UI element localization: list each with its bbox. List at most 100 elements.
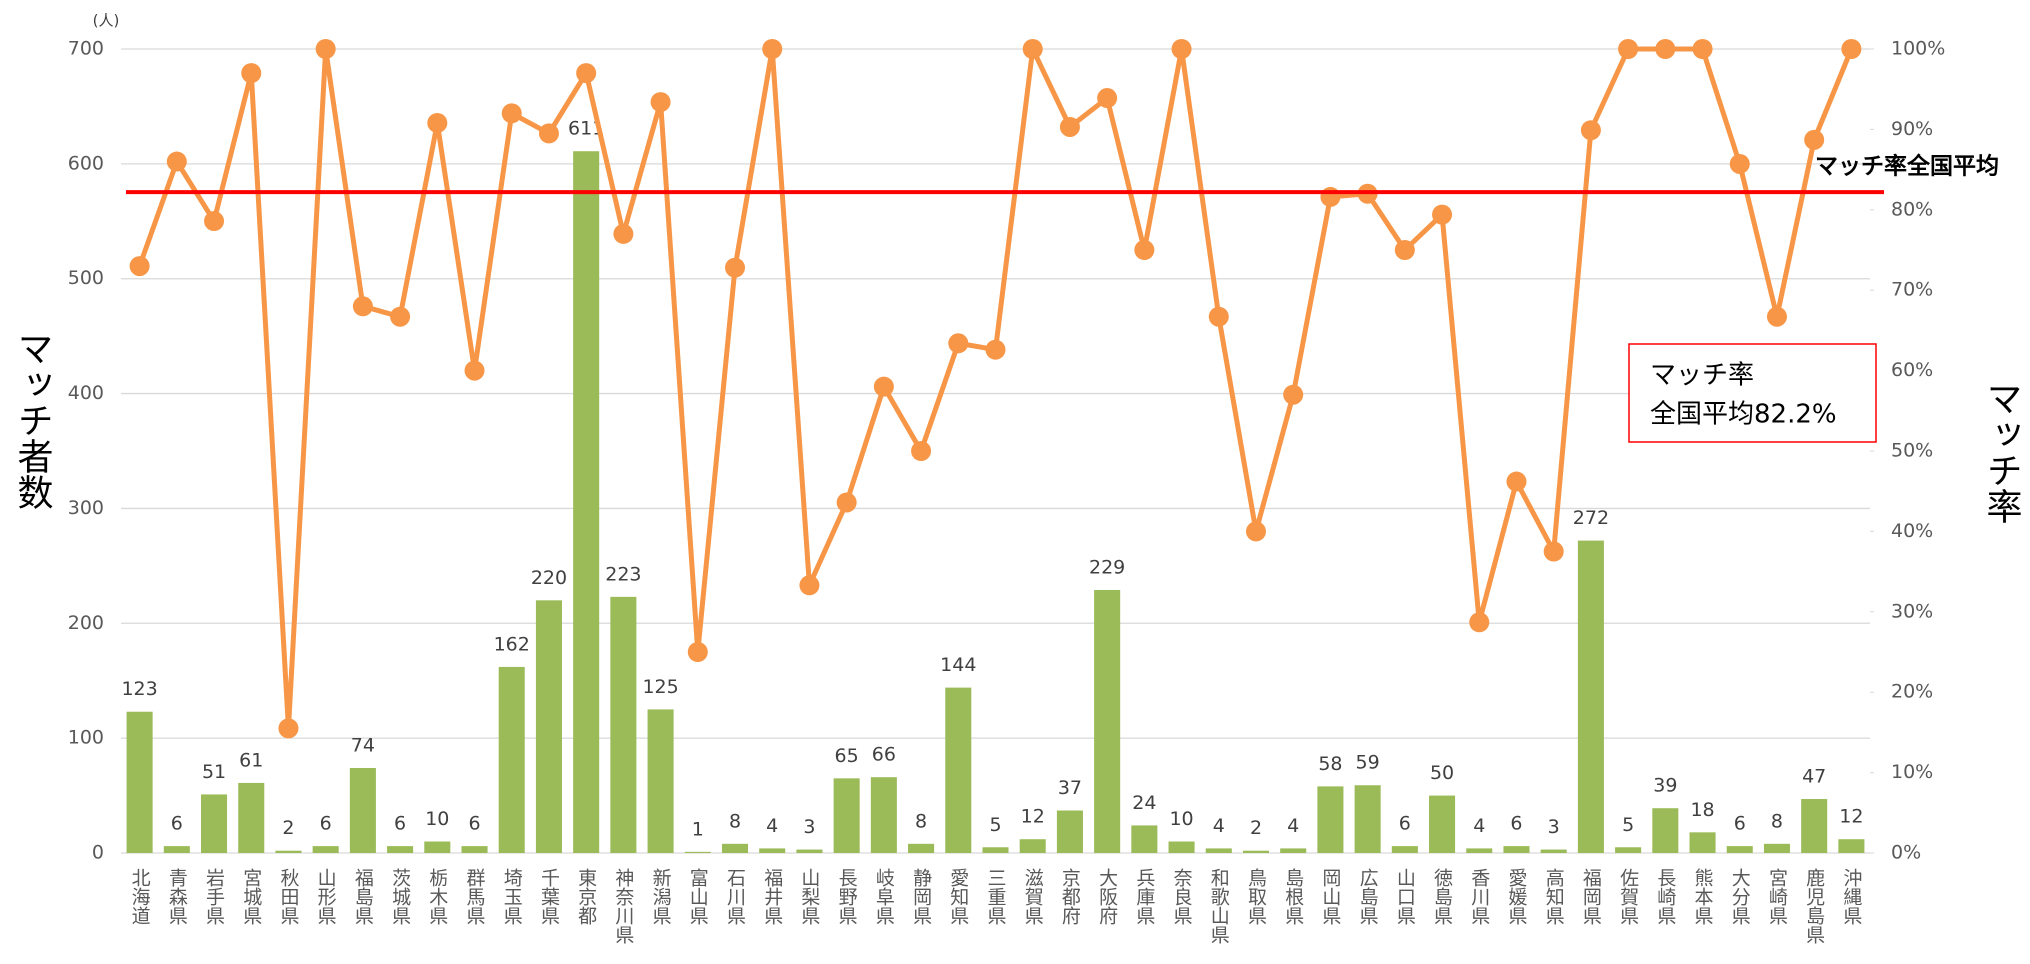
data-label: 8 (1771, 810, 1783, 832)
x-tick-label: 岩手県 (203, 868, 225, 925)
x-tick-label: 群馬県 (464, 868, 486, 925)
x-tick-label: 山口県 (1394, 868, 1416, 925)
bar (275, 850, 302, 853)
x-tick-label: 沖縄県 (1840, 868, 1862, 925)
x-tick-label: 大分県 (1729, 868, 1751, 925)
x-tick-label: 愛知県 (947, 868, 969, 925)
data-label: 1 (692, 818, 704, 840)
bar (982, 847, 1009, 853)
x-tick-label: 鳥取県 (1245, 868, 1267, 925)
data-label: 4 (1213, 815, 1225, 837)
y2-tick-label: 20% (1891, 681, 1933, 703)
data-label: 4 (1473, 815, 1485, 837)
line-marker (576, 63, 597, 84)
data-label: 5 (1622, 814, 1634, 836)
data-label: 6 (468, 813, 480, 835)
bar (1094, 589, 1121, 853)
y2-tick-label: 80% (1891, 198, 1933, 220)
x-tick-label: 兵庫県 (1133, 868, 1155, 925)
annotation-box (1628, 343, 1877, 443)
line-marker (911, 441, 932, 461)
data-label: 58 (1318, 753, 1342, 775)
line-marker (278, 718, 299, 739)
y-tick-label: 400 (68, 382, 104, 404)
x-tick-label: 三重県 (985, 868, 1007, 925)
line-marker (836, 492, 857, 513)
bar (610, 596, 637, 853)
bar (312, 846, 339, 853)
line-marker (613, 223, 634, 244)
x-tick-label: 福井県 (761, 868, 783, 925)
line-marker (1655, 39, 1676, 59)
x-tick-label: 奈良県 (1171, 868, 1193, 925)
data-label: 6 (171, 813, 183, 835)
bar (163, 846, 190, 853)
x-tick-label: 広島県 (1357, 868, 1379, 925)
data-label: 8 (729, 810, 741, 832)
y2-tick-label: 50% (1891, 440, 1933, 462)
data-label: 6 (1510, 813, 1522, 835)
y-tick-label: 700 (68, 38, 104, 60)
data-label: 12 (1021, 806, 1045, 828)
bar (387, 846, 414, 853)
line-marker (352, 296, 373, 317)
data-label: 6 (1734, 813, 1746, 835)
x-tick-label: 神奈川県 (612, 868, 634, 944)
line-marker (1692, 39, 1713, 59)
data-label: 66 (872, 744, 896, 766)
line-marker (1729, 153, 1750, 174)
data-label: 50 (1430, 762, 1454, 784)
bar (461, 846, 488, 853)
data-label: 125 (642, 676, 678, 698)
bar (1242, 850, 1270, 853)
x-tick-label: 滋賀県 (1022, 868, 1044, 925)
y-tick-label: 300 (68, 497, 104, 519)
line-marker (1171, 39, 1192, 59)
data-label: 51 (202, 761, 226, 783)
line-marker (873, 376, 894, 397)
line-marker (1618, 39, 1639, 59)
line-marker (129, 256, 150, 277)
line-marker (725, 257, 746, 278)
line-marker (204, 211, 225, 232)
data-label: 144 (940, 654, 976, 676)
x-tick-label: 愛媛県 (1505, 868, 1527, 925)
line-marker (1320, 186, 1341, 207)
x-tick-label: 長崎県 (1654, 868, 1676, 925)
line-marker (687, 642, 708, 662)
data-label: 10 (425, 808, 449, 830)
line-marker (1059, 116, 1080, 137)
line-marker (1208, 306, 1229, 327)
x-tick-label: 秋田県 (277, 868, 299, 925)
y2-tick-label: 10% (1891, 761, 1933, 783)
annotation-text: 全国平均82.2% (1650, 400, 1837, 430)
x-tick-label: 宮崎県 (1766, 868, 1788, 925)
bar (126, 711, 153, 853)
x-tick-label: 富山県 (687, 868, 709, 925)
data-label: 223 (605, 563, 641, 585)
line-marker (538, 123, 559, 144)
line-marker (1804, 129, 1825, 150)
line-marker (650, 92, 671, 113)
y2-tick-label: 40% (1891, 520, 1933, 542)
data-label: 162 (494, 633, 530, 655)
bar (1801, 799, 1828, 853)
x-tick-label: 岐阜県 (873, 868, 895, 925)
data-label: 10 (1169, 808, 1193, 830)
x-tick-label: 熊本県 (1692, 868, 1714, 925)
data-label: 18 (1690, 799, 1714, 821)
y2-tick-label: 30% (1891, 600, 1933, 622)
x-tick-label: 青森県 (166, 868, 188, 925)
x-tick-label: 東京都 (575, 868, 597, 925)
bar (721, 843, 749, 853)
data-label: 4 (1287, 815, 1299, 837)
data-label: 12 (1839, 806, 1863, 828)
line-marker (799, 575, 820, 596)
data-label: 74 (351, 735, 375, 757)
data-label: 24 (1132, 792, 1156, 814)
x-tick-label: 京都府 (1059, 868, 1081, 925)
bar (1429, 795, 1456, 853)
data-label: 6 (394, 813, 406, 835)
bar (1726, 846, 1753, 853)
